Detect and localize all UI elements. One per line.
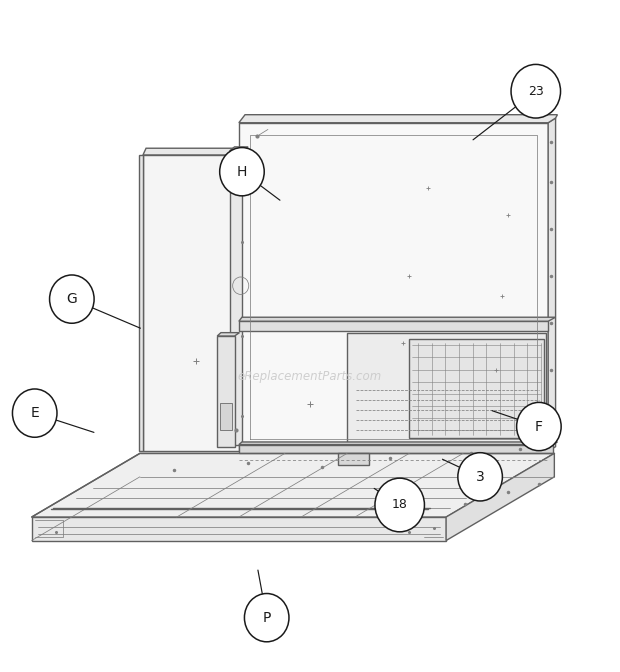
Polygon shape	[219, 403, 232, 430]
Polygon shape	[338, 454, 369, 465]
Polygon shape	[239, 445, 553, 454]
Text: 3: 3	[476, 470, 484, 484]
Polygon shape	[217, 336, 234, 447]
Polygon shape	[143, 155, 347, 452]
Polygon shape	[143, 149, 355, 155]
Polygon shape	[446, 454, 554, 540]
Circle shape	[375, 478, 425, 532]
Polygon shape	[32, 454, 554, 517]
Text: P: P	[262, 611, 271, 625]
Polygon shape	[548, 118, 556, 452]
Polygon shape	[239, 321, 548, 331]
Text: G: G	[66, 292, 78, 306]
Polygon shape	[409, 339, 544, 438]
Circle shape	[12, 389, 57, 437]
Polygon shape	[217, 333, 239, 336]
Text: E: E	[30, 406, 39, 420]
Text: 18: 18	[392, 499, 407, 511]
Circle shape	[50, 275, 94, 323]
Circle shape	[458, 453, 502, 501]
Circle shape	[516, 403, 561, 451]
Text: H: H	[237, 165, 247, 179]
Circle shape	[219, 148, 264, 196]
Circle shape	[511, 65, 560, 118]
Text: F: F	[535, 419, 543, 433]
Text: 23: 23	[528, 85, 544, 97]
Polygon shape	[32, 517, 446, 540]
Polygon shape	[239, 317, 556, 321]
Polygon shape	[229, 151, 242, 445]
Circle shape	[244, 593, 289, 642]
Polygon shape	[239, 123, 548, 452]
Polygon shape	[347, 333, 546, 445]
Polygon shape	[239, 442, 557, 445]
Text: eReplacementParts.com: eReplacementParts.com	[238, 370, 382, 383]
Polygon shape	[239, 115, 557, 123]
Polygon shape	[229, 147, 248, 151]
Polygon shape	[139, 155, 143, 452]
